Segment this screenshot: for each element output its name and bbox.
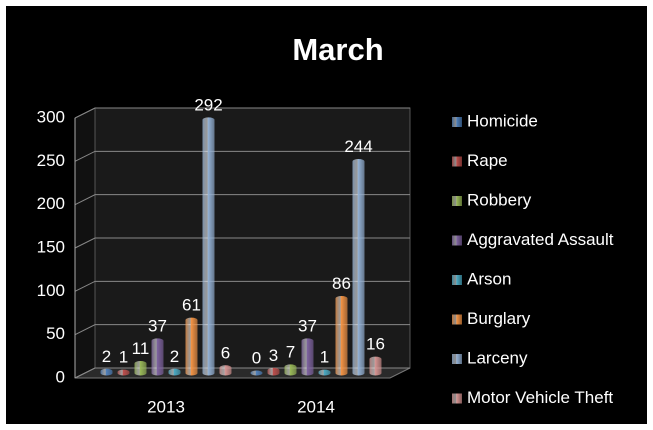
- y-tick-label: 200: [37, 194, 65, 213]
- data-label: 292: [194, 95, 222, 114]
- grid-line: [74, 194, 410, 206]
- legend-label: Aggravated Assault: [467, 230, 614, 249]
- legend-label: Rape: [467, 151, 508, 170]
- legend-marker: [452, 117, 462, 127]
- grid-line: [74, 324, 410, 336]
- bar: [134, 360, 147, 376]
- grid-line: [74, 280, 410, 292]
- legend-label: Robbery: [467, 190, 532, 209]
- bar: [369, 356, 382, 376]
- bar: [284, 364, 297, 376]
- y-tick-label: 300: [37, 107, 65, 126]
- data-label: 86: [332, 274, 351, 293]
- data-label: 7: [286, 342, 295, 361]
- bar: [267, 367, 280, 376]
- bar: [318, 369, 331, 376]
- y-tick-label: 250: [37, 151, 65, 170]
- data-label: 2: [102, 347, 111, 366]
- data-label: 37: [298, 316, 317, 335]
- y-tick-label: 150: [37, 237, 65, 256]
- data-label: 1: [119, 348, 128, 367]
- legend-label: Homicide: [467, 111, 538, 130]
- bar: [250, 370, 263, 376]
- bar: [352, 159, 365, 376]
- legend-marker: [452, 156, 462, 167]
- legend-marker: [452, 314, 462, 325]
- bar: [335, 295, 348, 376]
- x-tick-label: 2013: [147, 397, 185, 416]
- legend-label: Larceny: [467, 348, 528, 367]
- legend-marker: [452, 235, 462, 246]
- bar: [185, 317, 198, 376]
- legend-label: Burglary: [467, 309, 531, 328]
- grid-line: [74, 150, 410, 162]
- legend-marker: [452, 196, 462, 206]
- data-label: 37: [148, 316, 167, 335]
- y-tick-label: 0: [56, 367, 65, 386]
- data-label: 11: [132, 339, 150, 358]
- bar: [301, 338, 314, 376]
- legend-label: Motor Vehicle Theft: [467, 388, 613, 407]
- y-tick-label: 50: [46, 324, 65, 343]
- legend-marker: [452, 275, 462, 285]
- bar: [168, 368, 181, 376]
- bar: [151, 338, 164, 376]
- data-label: 1: [320, 348, 329, 367]
- grid-line: [74, 107, 410, 119]
- data-label: 6: [221, 343, 230, 362]
- legend-marker: [452, 354, 462, 364]
- bar: [100, 368, 113, 376]
- data-label: 0: [252, 348, 261, 367]
- x-tick-label: 2014: [297, 397, 335, 416]
- data-label: 244: [344, 137, 372, 156]
- bar: [202, 117, 215, 376]
- bar: [117, 369, 130, 376]
- legend-label: Arson: [467, 269, 511, 288]
- data-label: 61: [182, 296, 201, 315]
- y-tick-label: 100: [37, 281, 65, 300]
- grid-line: [74, 237, 410, 249]
- data-label: 16: [366, 335, 385, 354]
- data-label: 3: [269, 346, 278, 365]
- bar: [219, 365, 232, 376]
- chart-title: March: [292, 32, 383, 67]
- legend-marker: [452, 393, 462, 404]
- data-label: 2: [170, 347, 179, 366]
